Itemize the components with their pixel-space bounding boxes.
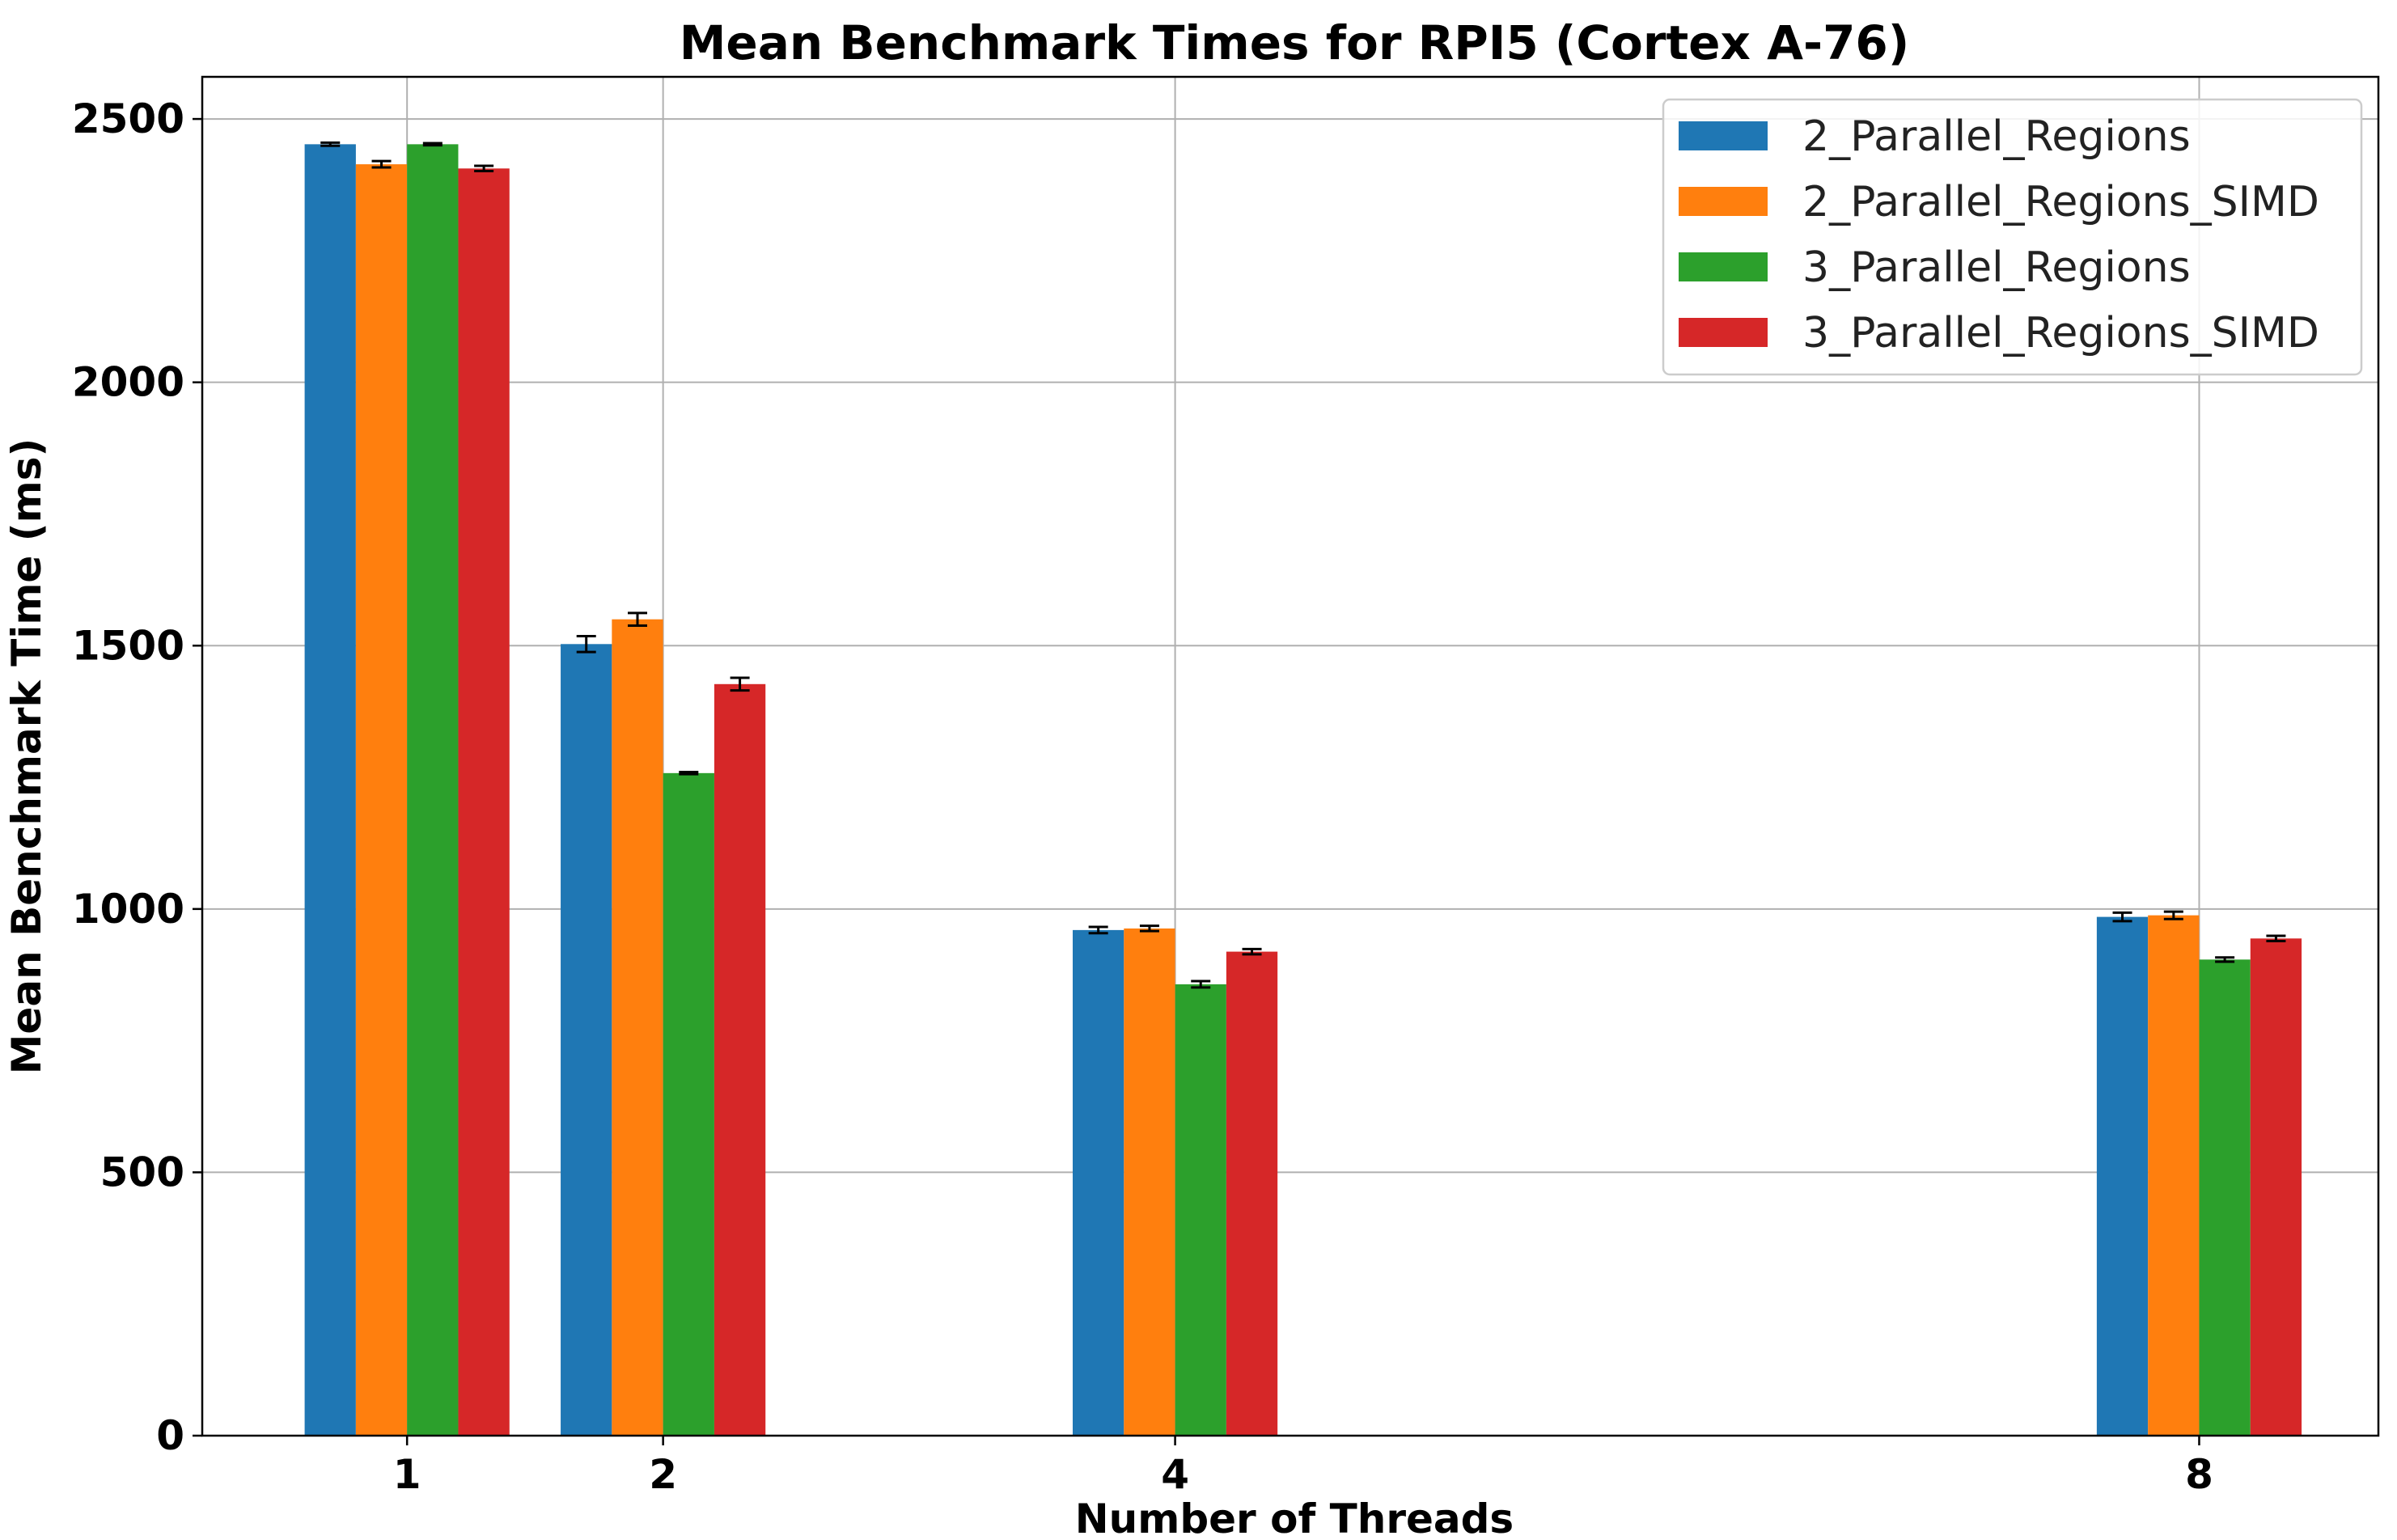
bar <box>2096 916 2149 1436</box>
y-axis-ticks: 0 500 1000 1500 2000 2500 <box>72 95 202 1459</box>
bar <box>458 168 510 1436</box>
error-bar <box>2112 911 2132 923</box>
legend-swatch <box>1679 187 1768 216</box>
x-tick-label: 8 <box>2185 1451 2213 1498</box>
error-bar <box>628 611 647 628</box>
legend: 2_Parallel_Regions 2_Parallel_Regions_SIM… <box>1662 98 2363 376</box>
bar <box>1226 951 1278 1436</box>
error-bar <box>320 141 341 147</box>
y-tick-label: 500 <box>100 1149 184 1195</box>
y-axis-label: Mean Benchmark Time (ms) <box>3 438 50 1075</box>
y-tick-label: 1500 <box>72 622 184 669</box>
bar <box>407 144 459 1436</box>
bar <box>1175 984 1226 1436</box>
bar <box>612 619 663 1436</box>
bars <box>304 144 2302 1436</box>
error-bar <box>1088 925 1108 935</box>
bar <box>2148 915 2200 1436</box>
bar <box>663 772 714 1436</box>
error-bar <box>2163 910 2183 920</box>
y-tick-label: 2500 <box>72 95 184 142</box>
error-bar <box>422 142 443 147</box>
bar <box>2250 938 2302 1436</box>
y-tick-label: 1000 <box>72 886 184 933</box>
x-tick-label: 1 <box>393 1451 421 1498</box>
bar <box>304 144 356 1436</box>
bar <box>561 644 612 1436</box>
bar <box>714 683 766 1436</box>
error-bar <box>2215 956 2235 963</box>
chart-title: Mean Benchmark Times for RPI5 (Cortex A-… <box>680 15 1910 70</box>
legend-swatch <box>1679 318 1768 347</box>
legend-label: 3_Parallel_Regions_SIMD <box>1802 309 2319 358</box>
error-bar <box>2266 934 2286 943</box>
error-bar <box>474 164 494 173</box>
legend-frame <box>1662 98 2363 376</box>
error-bar <box>371 159 392 169</box>
legend-label: 2_Parallel_Regions <box>1802 112 2191 161</box>
bar <box>2199 959 2251 1436</box>
x-tick-label: 2 <box>649 1451 677 1498</box>
y-tick-label: 0 <box>156 1412 184 1459</box>
error-bar <box>1242 947 1262 956</box>
error-bar <box>576 635 596 654</box>
bar <box>1073 929 1124 1436</box>
y-tick-label: 2000 <box>72 359 184 406</box>
legend-label: 2_Parallel_Regions_SIMD <box>1802 178 2319 226</box>
legend-label: 3_Parallel_Regions <box>1802 243 2191 292</box>
plot-frame <box>201 75 2380 1437</box>
error-bar <box>679 771 699 776</box>
error-bar <box>1191 979 1211 989</box>
error-bars <box>320 141 2286 989</box>
legend-swatch <box>1679 252 1768 281</box>
bar <box>1124 928 1175 1436</box>
x-tick-label: 4 <box>1161 1451 1189 1498</box>
error-bar <box>1139 924 1159 933</box>
error-bar <box>730 676 750 692</box>
bar <box>355 164 408 1436</box>
x-axis-label: Number of Threads <box>1075 1496 1514 1540</box>
legend-swatch <box>1679 121 1768 150</box>
x-axis-ticks: 1 2 4 8 <box>393 1436 2213 1498</box>
